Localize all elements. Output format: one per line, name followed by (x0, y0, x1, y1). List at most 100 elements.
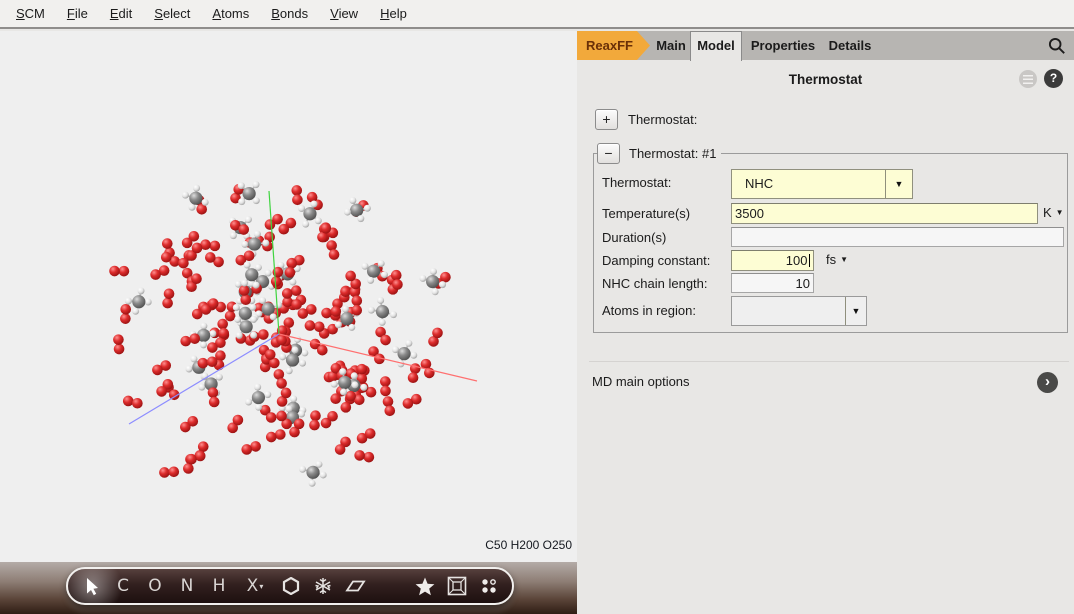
freeze-tool-icon[interactable] (312, 567, 334, 605)
molecule-o2[interactable] (241, 441, 261, 455)
molecule-ch4[interactable] (419, 267, 447, 296)
molecule-ch4[interactable] (367, 296, 397, 326)
molecule-o2[interactable] (160, 251, 180, 267)
molecule-o2[interactable] (197, 356, 218, 369)
plane-tool-icon[interactable] (344, 567, 366, 605)
molecule-o2[interactable] (230, 184, 245, 204)
help-icon[interactable]: ? (1044, 69, 1063, 88)
molecule-o2[interactable] (264, 349, 280, 369)
tab-model[interactable]: Model (690, 31, 742, 61)
molecule-o2[interactable] (282, 296, 302, 310)
search-icon[interactable] (1048, 37, 1066, 55)
molecule-o2[interactable] (109, 265, 130, 277)
add-thermostat-button[interactable]: + (595, 109, 618, 130)
molecule-o2[interactable] (345, 390, 365, 406)
menu-select[interactable]: Select (154, 6, 191, 21)
molecule-o2[interactable] (309, 410, 321, 431)
molecule-o2[interactable] (273, 369, 287, 389)
molecule-ch4[interactable] (255, 296, 283, 321)
molecule-o2[interactable] (186, 450, 206, 465)
damping-input[interactable]: 100 (731, 250, 814, 271)
molecule-o2[interactable] (326, 240, 340, 260)
molecule-o2[interactable] (186, 242, 203, 261)
molecule-o2[interactable] (180, 333, 201, 347)
molecule-o2[interactable] (356, 428, 376, 444)
collapse-thermostat-button[interactable]: − (597, 143, 620, 164)
molecule-o2[interactable] (284, 257, 298, 278)
molecule-o2[interactable] (318, 323, 338, 339)
fragments-tool-icon[interactable] (478, 567, 500, 605)
panel-menu-icon[interactable] (1019, 70, 1037, 88)
molecule-ch4[interactable] (234, 315, 258, 339)
temperature-unit-select[interactable]: K ▼ (1043, 205, 1064, 220)
molecule-o2[interactable] (402, 393, 422, 409)
molecule-o2[interactable] (297, 304, 317, 319)
menu-scm[interactable]: SCM (16, 6, 45, 21)
molecule-o2[interactable] (156, 379, 174, 397)
molecule-o2[interactable] (238, 285, 252, 306)
molecule-o2[interactable] (180, 415, 199, 433)
ring-tool-icon[interactable] (280, 567, 302, 605)
molecule-ch4[interactable] (241, 261, 262, 289)
molecule-ch4[interactable] (330, 368, 359, 396)
molecule-o2[interactable] (291, 185, 303, 206)
damping-unit-select[interactable]: fs ▼ (826, 252, 849, 267)
star-tool-icon[interactable] (414, 567, 436, 605)
molecule-o2[interactable] (321, 306, 342, 319)
molecule-o2[interactable] (345, 270, 362, 290)
molecule-o2[interactable] (390, 269, 403, 290)
molecule-ch4[interactable] (124, 287, 152, 315)
molecule-o2[interactable] (375, 326, 391, 346)
molecule-o2[interactable] (354, 450, 375, 463)
molecule-o2[interactable] (186, 273, 202, 292)
menu-help[interactable]: Help (380, 6, 407, 21)
molecule-o2[interactable] (270, 266, 284, 287)
molecule-o2[interactable] (317, 223, 332, 243)
molecule-o2[interactable] (159, 466, 180, 478)
temperature-input[interactable]: 3500 (731, 203, 1038, 224)
molecule-o2[interactable] (205, 252, 224, 268)
molecule-o2[interactable] (289, 418, 305, 438)
molecule-ch4[interactable] (299, 460, 327, 487)
molecule-o2[interactable] (230, 220, 250, 235)
molecule-viewport[interactable]: C50 H200 O250 (0, 31, 577, 562)
molecule-o2[interactable] (276, 387, 292, 407)
molecule-ch4[interactable] (298, 200, 322, 228)
element-h-button[interactable]: H (212, 576, 226, 596)
molecule-o2[interactable] (217, 318, 230, 339)
molecule-o2[interactable] (340, 286, 361, 298)
tab-properties[interactable]: Properties (750, 38, 816, 53)
thermostat-select[interactable]: NHC ▼ (731, 169, 913, 199)
molecule-o2[interactable] (276, 410, 292, 430)
element-n-button[interactable]: N (180, 576, 194, 596)
molecule-o2[interactable] (161, 238, 175, 259)
molecule-o2[interactable] (200, 298, 219, 315)
molecule-o2[interactable] (120, 303, 132, 324)
molecule-o2[interactable] (113, 334, 125, 355)
element-o-button[interactable]: O (148, 576, 162, 596)
molecule-o2[interactable] (380, 376, 391, 397)
molecule-o2[interactable] (420, 358, 435, 379)
molecule-o2[interactable] (181, 230, 200, 249)
molecule-o2[interactable] (309, 338, 328, 356)
molecule-o2[interactable] (152, 360, 172, 376)
atoms-region-select[interactable]: ▼ (731, 296, 867, 326)
molecule-o2[interactable] (235, 250, 255, 266)
menu-file[interactable]: File (66, 6, 88, 21)
menu-bonds[interactable]: Bonds (271, 6, 309, 21)
molecule-o2[interactable] (122, 395, 143, 409)
molecule-ch4[interactable] (237, 181, 260, 206)
molecule-o2[interactable] (150, 265, 170, 280)
molecule-o2[interactable] (162, 288, 175, 309)
menu-atoms[interactable]: Atoms (212, 6, 250, 21)
element-x-button[interactable]: X▾ (246, 575, 264, 596)
tab-reaxff[interactable]: ReaxFF (577, 31, 650, 60)
molecule-scene[interactable] (0, 31, 577, 562)
chevron-right-icon[interactable]: › (1037, 372, 1058, 393)
molecule-o2[interactable] (227, 414, 244, 434)
frame-tool-icon[interactable] (446, 567, 468, 605)
molecule-o2[interactable] (200, 239, 221, 252)
molecule-o2[interactable] (428, 327, 443, 347)
molecule-ch4[interactable] (343, 196, 371, 223)
molecule-o2[interactable] (356, 363, 368, 384)
